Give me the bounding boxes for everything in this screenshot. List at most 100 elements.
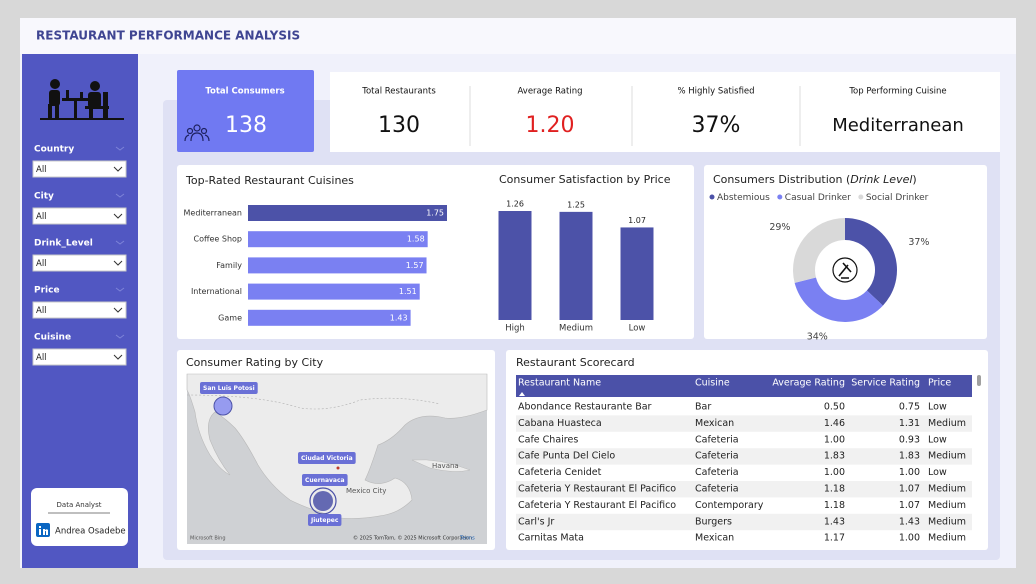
map-place: Mexico City	[346, 487, 386, 495]
map-land	[186, 373, 488, 519]
filter-value: All	[36, 306, 47, 316]
kpi-value: 1.20	[526, 113, 575, 138]
table-cell: Cafeteria Y Restaurant El Pacifico	[518, 500, 676, 511]
linkedin-icon-part	[43, 529, 48, 535]
table-cell: 1.46	[824, 418, 845, 429]
city-label-box[interactable]	[308, 514, 342, 526]
distribution-card	[704, 165, 987, 339]
restaurant-icon	[40, 79, 124, 120]
row-stripe	[516, 415, 972, 432]
bar[interactable]	[248, 257, 427, 274]
filter-chevron	[115, 193, 125, 198]
table-cell: 1.00	[824, 467, 845, 478]
city-bubble[interactable]	[213, 396, 233, 416]
kpi-value: 138	[225, 113, 267, 138]
map-terms[interactable]: Terms	[459, 536, 475, 542]
table-cell: 1.31	[899, 418, 920, 429]
legend-label[interactable]: Casual Drinker	[785, 193, 851, 203]
bar[interactable]	[248, 231, 428, 248]
consumers-icon	[184, 124, 210, 142]
linkedin-icon-part	[39, 526, 41, 528]
table-cell: 0.50	[824, 402, 845, 413]
column-header[interactable]: Average Rating	[772, 378, 845, 389]
dropdown-chevron	[113, 166, 123, 172]
filter-dropdown[interactable]	[32, 301, 127, 319]
column-header[interactable]: Cuisine	[695, 378, 730, 389]
filter-dropdown[interactable]	[32, 160, 127, 178]
table-cell: Mexican	[695, 418, 734, 429]
map-credit: Microsoft Bing	[190, 536, 226, 542]
chart-title: Top-Rated Restaurant Cuisines	[185, 174, 354, 187]
table-cell: Contemporary	[695, 500, 764, 511]
data-label: 1.75	[426, 209, 444, 218]
filter-chevron	[115, 240, 125, 245]
bar[interactable]	[498, 211, 532, 320]
row-stripe	[516, 448, 972, 465]
analyst-card	[31, 488, 128, 546]
table-cell: Cafeteria	[695, 467, 739, 478]
donut-slice[interactable]	[794, 277, 883, 323]
table-cell: Cafeteria	[695, 484, 739, 495]
table-cell: Carnitas Mata	[518, 533, 584, 544]
map-attribution: © 2025 TomTom, © 2025 Microsoft Corporat…	[353, 535, 472, 542]
legend-label[interactable]: Abstemious	[717, 193, 770, 203]
bar[interactable]	[248, 309, 411, 326]
donut-slice[interactable]	[792, 218, 845, 283]
filter-dropdown[interactable]	[32, 254, 127, 272]
table-cell: Cafeteria Cenidet	[518, 467, 602, 478]
sort-indicator[interactable]	[519, 392, 525, 396]
bar[interactable]	[248, 205, 447, 221]
dropdown-chevron	[113, 260, 123, 266]
header-bar	[20, 18, 1016, 54]
y-tick-label: Mediterranean	[184, 209, 243, 218]
table-cell: Low	[928, 402, 947, 413]
city-label-box[interactable]	[302, 474, 348, 486]
x-tick-label: Low	[629, 324, 646, 334]
legend-label[interactable]: Social Drinker	[866, 193, 929, 203]
center-icon-ring	[832, 257, 858, 283]
map-place: Havana	[432, 462, 459, 470]
title-part: Drink Level	[850, 173, 912, 186]
table-cell: Low	[928, 434, 947, 445]
linkedin-icon-part	[39, 529, 41, 535]
data-label: 34%	[807, 331, 828, 342]
bar[interactable]	[559, 211, 593, 320]
data-label: 1.25	[567, 200, 585, 209]
city-bubble[interactable]	[313, 491, 333, 511]
filter-dropdown[interactable]	[32, 348, 127, 366]
data-label: 1.51	[399, 287, 417, 296]
table-cell: Cafeteria	[695, 434, 739, 445]
table-cell: Cafe Punta Del Cielo	[518, 451, 615, 462]
table-cell: Medium	[928, 500, 966, 511]
table-cell: 1.43	[899, 516, 920, 527]
table-cell: 1.17	[824, 533, 845, 544]
column-header[interactable]: Restaurant Name	[518, 378, 601, 389]
city-label: Cuernavaca	[305, 477, 345, 484]
analyst-name: Andrea Osadebe	[55, 527, 126, 537]
scrollbar[interactable]	[977, 375, 981, 386]
map-island	[411, 459, 471, 472]
table-cell: 1.43	[824, 516, 845, 527]
column-header[interactable]: Price	[928, 378, 951, 389]
table-cell: Medium	[928, 451, 966, 462]
kpi-label: % Highly Satisfied	[677, 87, 754, 97]
center-icon	[838, 262, 852, 279]
filter-value: All	[36, 165, 47, 175]
kpi-label: Top Performing Cuisine	[848, 87, 946, 97]
y-tick-label: Coffee Shop	[194, 235, 243, 244]
kpi-label: Total Restaurants	[361, 87, 436, 97]
table-cell: Cafeteria	[695, 451, 739, 462]
bar[interactable]	[620, 227, 654, 320]
data-label: 29%	[769, 222, 790, 233]
data-label: 37%	[908, 237, 929, 248]
dropdown-chevron	[113, 307, 123, 313]
filter-dropdown[interactable]	[32, 207, 127, 225]
donut-slice[interactable]	[845, 218, 897, 306]
column-header[interactable]: Service Rating	[851, 378, 920, 389]
table-cell: Carl's Jr	[518, 516, 554, 527]
city-label-box[interactable]	[298, 452, 356, 464]
table-cell: Cabana Huasteca	[518, 418, 602, 429]
bar[interactable]	[248, 283, 420, 300]
city-label-box[interactable]	[200, 382, 258, 394]
